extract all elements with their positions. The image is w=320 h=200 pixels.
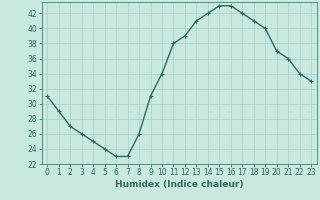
X-axis label: Humidex (Indice chaleur): Humidex (Indice chaleur) <box>115 180 244 189</box>
